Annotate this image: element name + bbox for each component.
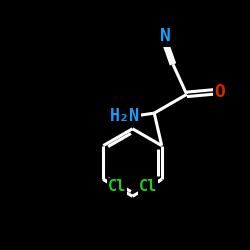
Text: Cl: Cl [139, 180, 157, 194]
Text: H₂N: H₂N [110, 106, 140, 124]
Text: N: N [160, 27, 171, 45]
Text: O: O [214, 83, 225, 101]
Text: Cl: Cl [108, 180, 126, 194]
